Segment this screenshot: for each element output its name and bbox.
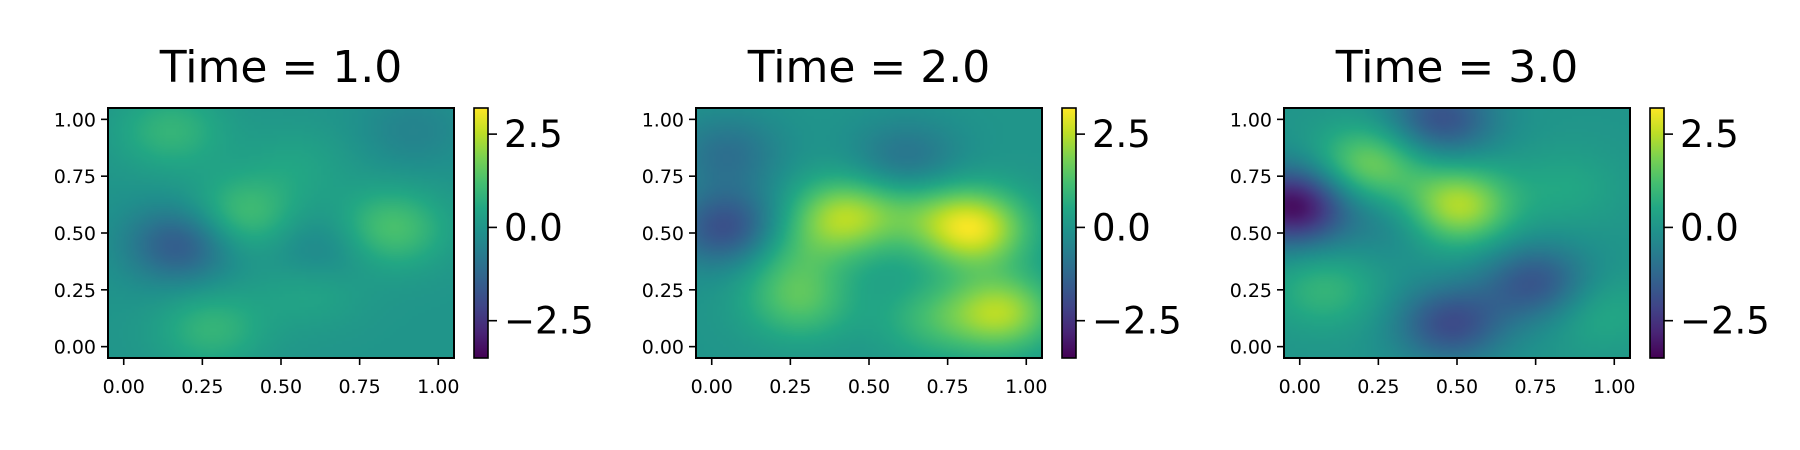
colorbar-tick-label: −2.5 — [1680, 300, 1770, 343]
y-tick-label: 1.00 — [54, 109, 96, 131]
y-tick-label: 0.25 — [54, 280, 96, 302]
y-tick-label: 1.00 — [1230, 109, 1272, 131]
heatmap — [1284, 108, 1630, 358]
panel-1: Time = 1.0 0.00 0.25 0.50 0.75 1.00 0.00 0.25 0.… — [54, 42, 594, 398]
x-tick-label: 0.00 — [103, 376, 145, 398]
y-tick-label: 0.75 — [54, 166, 96, 188]
x-tick-label: 0.25 — [769, 376, 811, 398]
y-tick-label: 0.00 — [54, 337, 96, 359]
colorbar-tick-label: 2.5 — [1092, 113, 1151, 156]
x-tick-label: 0.25 — [181, 376, 223, 398]
y-tick-label: 0.75 — [1230, 166, 1272, 188]
heatmap — [696, 108, 1042, 358]
colorbar-tick-label: −2.5 — [1092, 300, 1182, 343]
y-tick-label: 0.75 — [642, 166, 684, 188]
panel-title: Time = 3.0 — [1335, 42, 1579, 93]
panel-2: Time = 2.0 0.00 0.25 0.50 0.75 1.00 0.00 0.25 0.… — [642, 42, 1182, 398]
colorbar-tick-label: −2.5 — [504, 300, 594, 343]
x-tick-label: 0.00 — [1279, 376, 1321, 398]
colorbar-tick-label: 0.0 — [504, 206, 563, 249]
colorbar — [1061, 107, 1077, 359]
panel-title: Time = 1.0 — [159, 42, 403, 93]
y-tick-label: 0.50 — [54, 223, 96, 245]
x-tick-label: 0.50 — [260, 376, 302, 398]
colorbar — [1649, 107, 1665, 359]
colorbar — [473, 107, 489, 359]
x-tick-label: 0.50 — [1436, 376, 1478, 398]
x-tick-label: 0.25 — [1357, 376, 1399, 398]
x-tick-label: 0.75 — [926, 376, 968, 398]
y-tick-label: 1.00 — [642, 109, 684, 131]
x-tick-label: 1.00 — [417, 376, 459, 398]
colorbar-tick-label: 0.0 — [1092, 206, 1151, 249]
panel-3: Time = 3.0 0.00 0.25 0.50 0.75 1.00 0.00 0.25 0.… — [1230, 42, 1770, 398]
y-tick-label: 0.25 — [642, 280, 684, 302]
y-tick-label: 0.25 — [1230, 280, 1272, 302]
x-tick-label: 0.50 — [848, 376, 890, 398]
x-tick-label: 0.75 — [338, 376, 380, 398]
heatmap — [108, 108, 454, 358]
x-tick-label: 0.00 — [691, 376, 733, 398]
y-tick-label: 0.00 — [1230, 337, 1272, 359]
x-tick-label: 1.00 — [1005, 376, 1047, 398]
colorbar-tick-label: 2.5 — [504, 113, 563, 156]
x-tick-label: 1.00 — [1593, 376, 1635, 398]
x-tick-label: 0.75 — [1514, 376, 1556, 398]
y-tick-label: 0.50 — [642, 223, 684, 245]
panel-title: Time = 2.0 — [747, 42, 991, 93]
y-tick-label: 0.50 — [1230, 223, 1272, 245]
colorbar-tick-label: 2.5 — [1680, 113, 1739, 156]
y-tick-label: 0.00 — [642, 337, 684, 359]
colorbar-tick-label: 0.0 — [1680, 206, 1739, 249]
